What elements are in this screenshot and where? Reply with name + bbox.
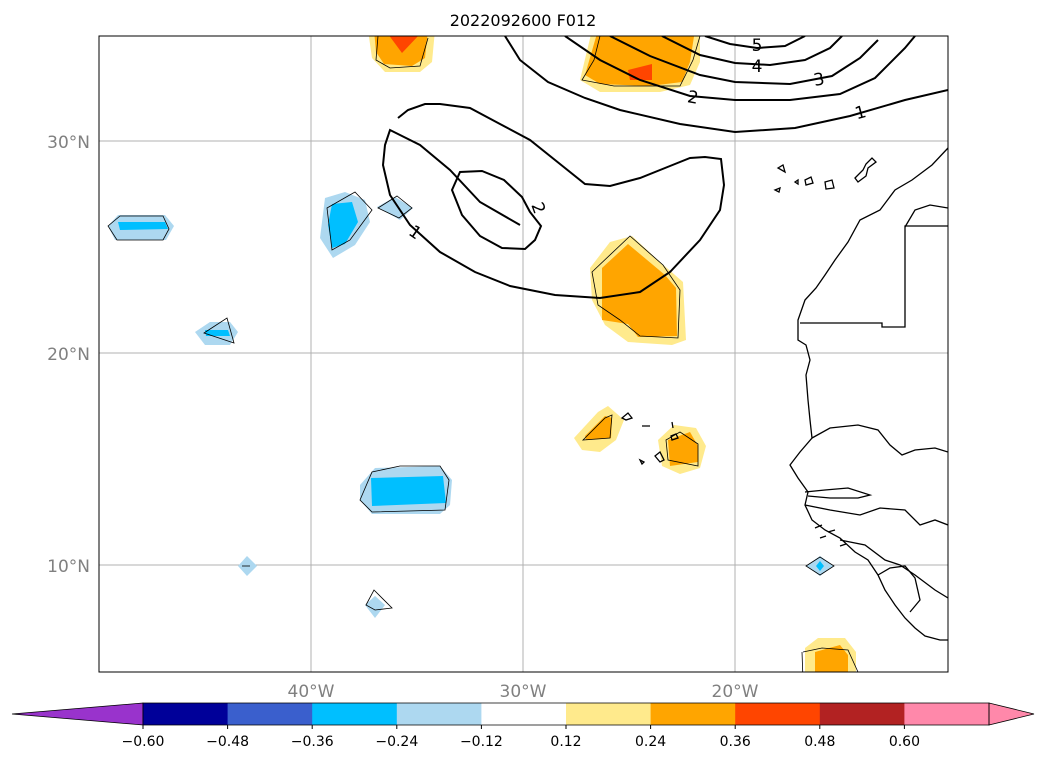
negative-anomaly-patches (107, 191, 835, 618)
colorbar: −0.60 −0.48 −0.36 −0.24 −0.12 0.12 0.24 0.36 0.4… (11, 702, 1035, 750)
colorbar-segment (481, 703, 567, 725)
lat-label-20n: 20°N (47, 345, 90, 365)
colorbar-tick-label: 0.60 (889, 734, 920, 750)
algeria-border (904, 204, 948, 228)
colorbar-extend-high (988, 702, 1035, 726)
colorbar-tick-label: −0.60 (122, 734, 165, 750)
contour-1-north (504, 36, 948, 134)
colorbar-tick-label: −0.48 (206, 734, 249, 750)
contour-label-2-north: 2 (686, 87, 700, 109)
colorbar-segment (227, 703, 313, 725)
contour-5-north (704, 36, 806, 50)
contour-2-north (564, 36, 916, 101)
colorbar-tick-label: 0.36 (720, 734, 751, 750)
colorbar-tick-label: 0.24 (635, 734, 666, 750)
colorbar-segment (819, 703, 905, 725)
colorbar-segment (312, 703, 398, 725)
contour-2-loop (450, 169, 543, 251)
canary-islands (773, 157, 877, 193)
map-title: 2022092600 F012 (450, 11, 597, 30)
colorbar-tick-label: 0.12 (550, 734, 581, 750)
colorbar-extend-low (11, 702, 144, 726)
map-frame (98, 35, 949, 673)
map-area: 1 2 1 2 3 4 5 (99, 36, 948, 672)
coastlines (620, 147, 948, 641)
lon-label-30w: 30°W (500, 682, 547, 702)
colorbar-tick-label: −0.12 (460, 734, 503, 750)
colorbar-segment (566, 703, 652, 725)
contour-label-1-north: 1 (853, 102, 869, 124)
colorbar-frame (142, 702, 990, 726)
bijagos-islands (814, 524, 847, 547)
colorbar-segment (396, 703, 482, 725)
mauritania-border (811, 424, 948, 456)
positive-anomaly-patches (368, 36, 859, 672)
colorbar-segment (650, 703, 736, 725)
colorbar-segment (735, 703, 821, 725)
contour-4-north (661, 36, 843, 67)
colorbar-tick-label: −0.24 (375, 734, 418, 750)
contour-label-4-north: 4 (752, 57, 763, 77)
liberia-border (877, 565, 921, 613)
lat-label-10n: 10°N (47, 557, 90, 577)
contour-label-3-north: 3 (812, 69, 826, 91)
lon-label-40w: 40°W (288, 682, 335, 702)
colorbar-tick-label: −0.36 (291, 734, 334, 750)
lon-label-20w: 20°W (712, 682, 759, 702)
colorbar-segment (143, 703, 229, 725)
contour-label-5-north: 5 (752, 36, 763, 56)
colorbar-segment (904, 703, 990, 725)
west-africa-inland-border (839, 539, 948, 599)
neg-patch-8n (365, 596, 385, 618)
contour-lines (381, 36, 948, 300)
contour-3-north (609, 36, 879, 86)
guinea-border (804, 504, 948, 526)
senegal-border (804, 487, 873, 499)
colorbar-tick-label: 0.48 (804, 734, 835, 750)
cape-verde-islands (620, 412, 679, 466)
contour-1-loop (381, 103, 726, 300)
morocco-border (800, 225, 948, 328)
lat-label-30n: 30°N (47, 133, 90, 153)
